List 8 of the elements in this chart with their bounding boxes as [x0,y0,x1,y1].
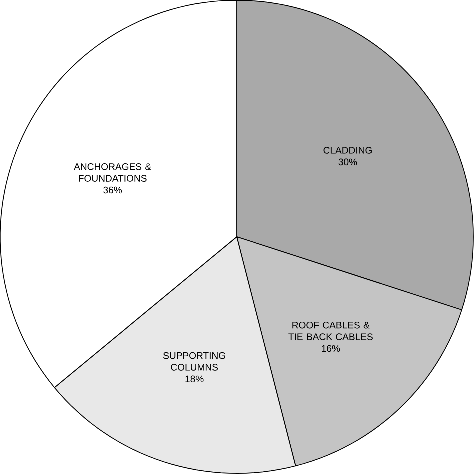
slice-label: ANCHORAGES & FOUNDATIONS [74,164,152,182]
slice-label: CLADDING [324,147,372,154]
data-label: 30% [338,158,358,166]
data-label: 36% [104,186,122,194]
slice-label: SUPPORTING COLUMNS [164,352,226,371]
slice-label: ROOF CABLES & TIE BACK CABLES [288,322,373,340]
data-label: 18% [186,376,204,383]
data-label: 16% [322,345,340,352]
